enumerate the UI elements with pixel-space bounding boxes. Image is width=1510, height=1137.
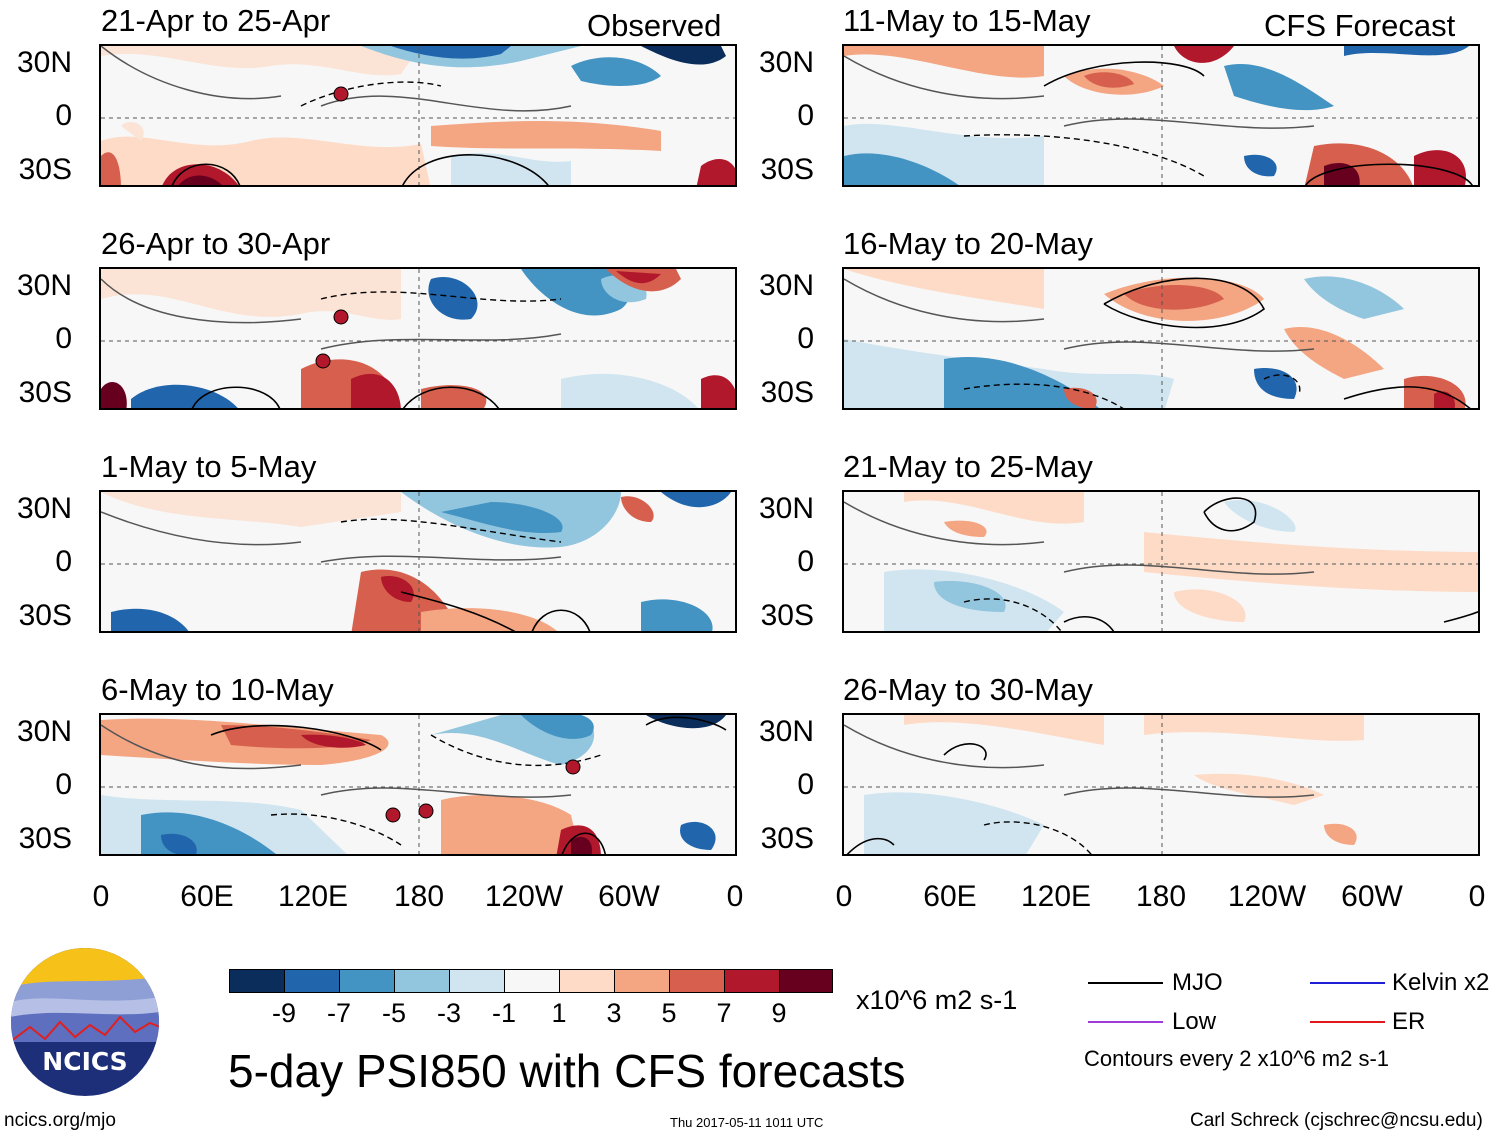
colorbar-label: 1 bbox=[551, 998, 567, 1028]
lat-label-30n: 30N bbox=[758, 46, 814, 79]
lat-label-30n: 30N bbox=[758, 715, 814, 748]
contour-note: Contours every 2 x10^6 m2 s-1 bbox=[1084, 1046, 1390, 1071]
lat-label-eq: 0 bbox=[55, 545, 72, 578]
legend-line-kelvin bbox=[1310, 982, 1385, 984]
chart-title: 5-day PSI850 with CFS forecasts bbox=[228, 1045, 906, 1097]
legend-line-mjo bbox=[1088, 982, 1163, 984]
lat-label-30n: 30N bbox=[758, 492, 814, 525]
colorbar-swatch bbox=[229, 969, 285, 993]
lon-label: 0 bbox=[1468, 880, 1486, 913]
colorbar-swatch bbox=[394, 969, 450, 993]
map-panel-r0 bbox=[842, 44, 1480, 187]
lon-label: 60W bbox=[598, 880, 660, 913]
lat-label-30n: 30N bbox=[16, 492, 72, 525]
colorbar-label: 9 bbox=[771, 998, 787, 1028]
lat-label-30s: 30S bbox=[760, 153, 814, 186]
lon-label: 60W bbox=[1341, 880, 1403, 913]
colorbar-label: 7 bbox=[716, 998, 732, 1028]
observed-label: Observed bbox=[587, 8, 722, 43]
colorbar-label: -5 bbox=[381, 998, 407, 1028]
lat-label-30s: 30S bbox=[18, 153, 72, 186]
lat-label-eq: 0 bbox=[797, 99, 814, 132]
lat-label-30n: 30N bbox=[16, 269, 72, 302]
lat-label-30s: 30S bbox=[18, 599, 72, 632]
panel-title-r1: 16-May to 20-May bbox=[843, 226, 1093, 261]
legend-label-low: Low bbox=[1172, 1008, 1217, 1035]
lon-label: 60E bbox=[180, 880, 234, 913]
ncics-logo-text: NCICS bbox=[42, 1047, 128, 1076]
colorbar-label: -1 bbox=[491, 998, 517, 1028]
map-panel-r3 bbox=[842, 713, 1480, 856]
lat-label-30s: 30S bbox=[18, 376, 72, 409]
lon-label: 120W bbox=[484, 880, 564, 913]
panel-title-r2: 21-May to 25-May bbox=[843, 449, 1093, 484]
lon-label: 0 bbox=[92, 880, 110, 913]
colorbar-label: -3 bbox=[436, 998, 462, 1028]
lat-label-30n: 30N bbox=[758, 269, 814, 302]
lat-label-eq: 0 bbox=[797, 322, 814, 355]
lon-label: 60E bbox=[923, 880, 977, 913]
panel-title-r3: 26-May to 30-May bbox=[843, 672, 1093, 707]
lat-label-30s: 30S bbox=[18, 822, 72, 855]
lat-label-eq: 0 bbox=[55, 768, 72, 801]
colorbar-swatch bbox=[504, 969, 560, 993]
lon-label: 0 bbox=[726, 880, 744, 913]
panel-title-l0: 21-Apr to 25-Apr bbox=[101, 3, 331, 38]
legend-line-low bbox=[1088, 1021, 1163, 1023]
map-panel-l2 bbox=[99, 490, 737, 633]
colorbar-label: -9 bbox=[271, 998, 297, 1028]
colorbar-swatch bbox=[284, 969, 340, 993]
panel-title-l3: 6-May to 10-May bbox=[101, 672, 334, 707]
footer-credit: Carl Schreck (cjschrec@ncsu.edu) bbox=[1190, 1110, 1483, 1131]
lat-label-eq: 0 bbox=[797, 768, 814, 801]
panel-title-r0: 11-May to 15-May bbox=[843, 3, 1091, 38]
lat-label-30n: 30N bbox=[16, 715, 72, 748]
lat-label-eq: 0 bbox=[797, 545, 814, 578]
map-panel-l3 bbox=[99, 713, 737, 856]
colorbar-swatch bbox=[724, 969, 780, 993]
lat-label-30s: 30S bbox=[760, 599, 814, 632]
colorbar-swatch bbox=[779, 969, 833, 993]
map-panel-l1 bbox=[99, 267, 737, 410]
footer-timestamp: Thu 2017-05-11 1011 UTC bbox=[670, 1115, 824, 1130]
lon-label: 120W bbox=[1227, 880, 1307, 913]
map-panel-l0 bbox=[99, 44, 737, 187]
lat-label-30n: 30N bbox=[16, 46, 72, 79]
colorbar-swatch bbox=[614, 969, 670, 993]
colorbar-swatch bbox=[669, 969, 725, 993]
legend-line-er bbox=[1310, 1021, 1385, 1023]
colorbar-label: 3 bbox=[606, 998, 622, 1028]
panel-title-l1: 26-Apr to 30-Apr bbox=[101, 226, 331, 261]
colorbar-units: x10^6 m2 s-1 bbox=[856, 985, 1018, 1015]
legend-label-er: ER bbox=[1392, 1008, 1426, 1035]
footer-url[interactable]: ncics.org/mjo bbox=[4, 1110, 116, 1131]
lat-label-30s: 30S bbox=[760, 376, 814, 409]
colorbar-label: -7 bbox=[326, 998, 352, 1028]
colorbar-swatch bbox=[339, 969, 395, 993]
lon-label: 120E bbox=[1020, 880, 1092, 913]
ncics-logo: NCICS bbox=[10, 947, 160, 1097]
map-panel-r2 bbox=[842, 490, 1480, 633]
lon-label: 120E bbox=[277, 880, 349, 913]
lat-label-30s: 30S bbox=[760, 822, 814, 855]
panel-title-l2: 1-May to 5-May bbox=[101, 449, 317, 484]
lon-label: 180 bbox=[393, 880, 445, 913]
forecast-label: CFS Forecast bbox=[1264, 8, 1456, 43]
lon-label: 180 bbox=[1135, 880, 1187, 913]
legend-label-mjo: MJO bbox=[1172, 969, 1223, 996]
lat-label-eq: 0 bbox=[55, 99, 72, 132]
colorbar-swatch bbox=[449, 969, 505, 993]
map-panel-r1 bbox=[842, 267, 1480, 410]
colorbar-swatch bbox=[559, 969, 615, 993]
lon-label: 0 bbox=[835, 880, 853, 913]
colorbar-label: 5 bbox=[661, 998, 677, 1028]
lat-label-eq: 0 bbox=[55, 322, 72, 355]
legend-label-kelvin: Kelvin x2 bbox=[1392, 969, 1490, 996]
